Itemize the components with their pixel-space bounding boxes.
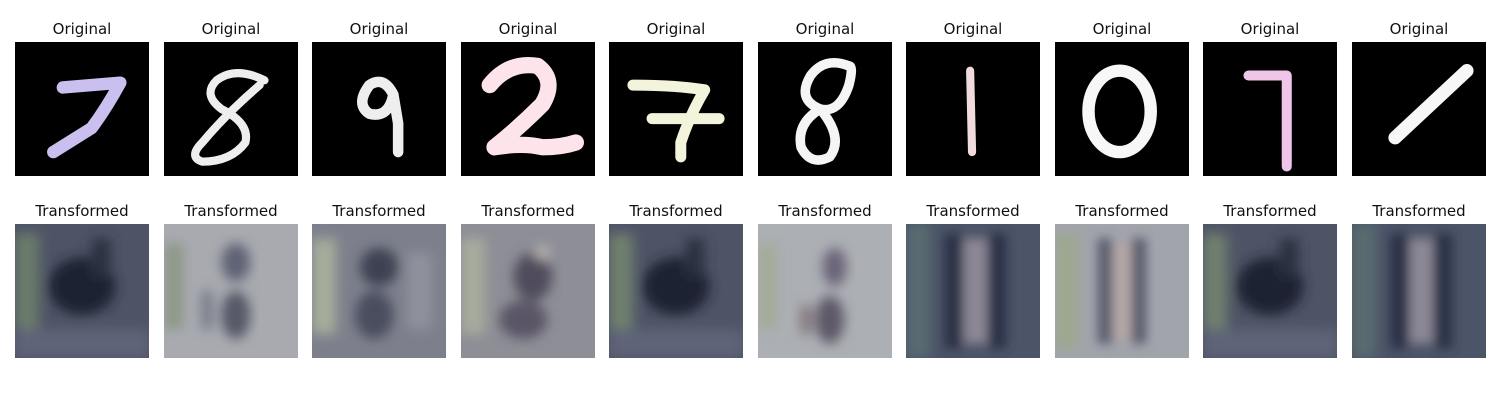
panel-title: Transformed	[35, 202, 129, 220]
original-digit-image	[461, 42, 595, 176]
digit-stroke	[47, 76, 127, 159]
original-digit-image	[609, 42, 743, 176]
panel-title: Transformed	[1372, 202, 1466, 220]
panel-title: Original	[201, 20, 261, 38]
panel-title: Transformed	[332, 202, 426, 220]
transformed-digit-image	[609, 224, 743, 358]
panel-title: Transformed	[1075, 202, 1169, 220]
original-panel-4: Original	[461, 19, 595, 176]
transformed-panel-4: Transformed	[461, 201, 595, 358]
digit-stroke	[481, 57, 584, 156]
original-digit-image	[758, 42, 892, 176]
transformed-panel-5: Transformed	[609, 201, 743, 358]
original-panel-6: Original	[758, 19, 892, 176]
transformed-digit-image	[906, 224, 1040, 358]
original-panel-9: Original	[1203, 19, 1337, 176]
transformed-panel-2: Transformed	[164, 201, 298, 358]
panel-title: Original	[1389, 20, 1449, 38]
transformed-digit-image	[1352, 224, 1486, 358]
panel-title: Original	[795, 20, 855, 38]
original-panel-8: Original	[1055, 19, 1189, 176]
digit-stroke	[1243, 70, 1292, 172]
original-digit-image	[312, 42, 446, 176]
transformed-panel-10: Transformed	[1352, 201, 1486, 358]
digit-stroke	[191, 69, 269, 166]
panel-title: Original	[1092, 20, 1152, 38]
panel-title: Original	[943, 20, 1003, 38]
transformed-panel-6: Transformed	[758, 201, 892, 358]
panel-title: Transformed	[629, 202, 723, 220]
original-digit-image	[164, 42, 298, 176]
original-digit-image	[15, 42, 149, 176]
panel-title: Transformed	[184, 202, 278, 220]
original-digit-image	[1352, 42, 1486, 176]
panel-title: Original	[52, 20, 112, 38]
original-panel-2: Original	[164, 19, 298, 176]
original-panel-10: Original	[1352, 19, 1486, 176]
panel-title: Transformed	[926, 202, 1020, 220]
transformed-digit-image	[312, 224, 446, 358]
panel-title: Original	[646, 20, 706, 38]
transformed-panel-8: Transformed	[1055, 201, 1189, 358]
transformed-panel-7: Transformed	[906, 201, 1040, 358]
digit-stroke	[357, 76, 404, 158]
digit-stroke	[966, 66, 977, 157]
transformed-digit-image	[1203, 224, 1337, 358]
digit-stroke	[627, 79, 725, 163]
transformed-digit-image	[461, 224, 595, 358]
original-panel-7: Original	[906, 19, 1040, 176]
panel-title: Transformed	[481, 202, 575, 220]
original-panel-1: Original	[15, 19, 149, 176]
transformed-row: Transformed Transformed	[15, 201, 1490, 361]
panel-title: Transformed	[1223, 202, 1317, 220]
digit-stroke	[795, 58, 857, 165]
transformed-digit-image	[164, 224, 298, 358]
panel-title: Original	[1240, 20, 1300, 38]
original-digit-image	[1203, 42, 1337, 176]
original-panel-5: Original	[609, 19, 743, 176]
transformed-panel-9: Transformed	[1203, 201, 1337, 358]
digit-stroke	[1082, 64, 1157, 159]
digit-stroke	[1388, 64, 1474, 145]
transformed-digit-image	[15, 224, 149, 358]
panel-title: Original	[498, 20, 558, 38]
original-digit-image	[1055, 42, 1189, 176]
panel-title: Transformed	[778, 202, 872, 220]
transformed-digit-image	[1055, 224, 1189, 358]
original-panel-3: Original	[312, 19, 446, 176]
original-row: Original Original Original Original	[15, 19, 1490, 179]
panel-title: Original	[349, 20, 409, 38]
transformed-panel-3: Transformed	[312, 201, 446, 358]
original-digit-image	[906, 42, 1040, 176]
transformed-digit-image	[758, 224, 892, 358]
transformed-panel-1: Transformed	[15, 201, 149, 358]
